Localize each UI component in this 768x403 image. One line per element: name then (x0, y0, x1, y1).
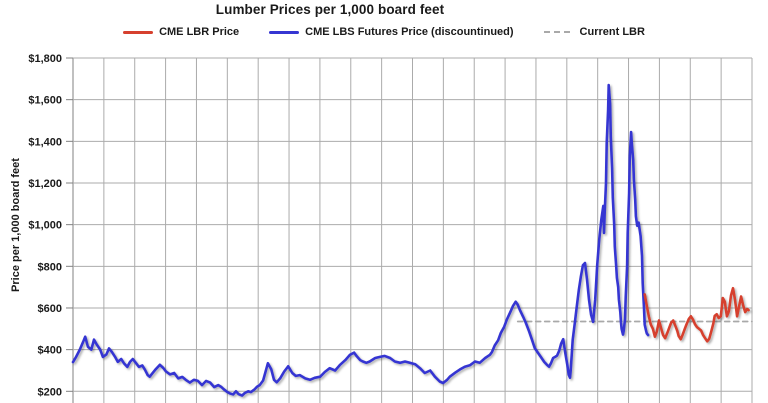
svg-text:$800: $800 (38, 261, 62, 273)
svg-text:$1,400: $1,400 (28, 136, 62, 148)
dashed-line-swatch-icon (543, 31, 574, 33)
svg-text:$1,800: $1,800 (28, 53, 62, 65)
legend-label: Current LBR (579, 26, 645, 38)
chart-legend: CME LBR Price CME LBS Futures Price (dis… (0, 26, 768, 38)
svg-text:$200: $200 (38, 386, 62, 398)
legend-item-current-lbr: Current LBR (543, 26, 645, 38)
legend-label: CME LBR Price (159, 26, 240, 38)
svg-text:$1,000: $1,000 (28, 220, 62, 232)
svg-text:$600: $600 (38, 303, 62, 315)
gridlines (72, 57, 753, 403)
legend-label: CME LBS Futures Price (discountinued) (305, 26, 514, 38)
svg-text:$1,200: $1,200 (28, 178, 62, 190)
blue-line-swatch-icon (269, 30, 300, 34)
legend-item-cme-lbr: CME LBR Price (123, 26, 239, 38)
chart-title: Lumber Prices per 1,000 board feet (215, 2, 445, 17)
legend-item-cme-lbs-futures: CME LBS Futures Price (discountinued) (269, 26, 514, 38)
svg-text:$1,600: $1,600 (28, 95, 62, 107)
svg-text:$400: $400 (38, 345, 62, 357)
data-series (71, 83, 753, 397)
y-axis-ticks: $1,800 $1,600 $1,400 $1,200 $1,000 $800 $600 $4… (28, 53, 73, 398)
red-line-swatch-icon (123, 30, 154, 34)
